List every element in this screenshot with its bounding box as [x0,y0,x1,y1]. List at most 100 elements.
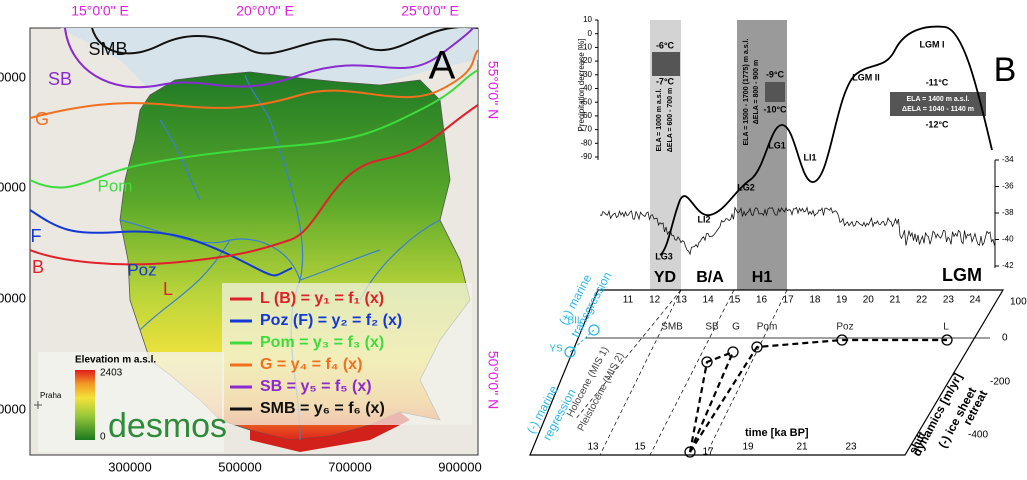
stage-label: LGM I [920,39,945,49]
longitude-label: 20°0'0" E [236,3,294,19]
x-coordinate: 500000 [218,459,261,474]
isotope-tick: -34 [1002,155,1014,164]
panel-letter: B [994,51,1017,89]
age-tick: 15 [729,295,741,306]
period-label: LGM [942,265,982,285]
y-coordinate: 400000 [0,290,26,305]
elevation-scale [75,370,95,440]
age-tick: 21 [889,295,901,306]
point-label: Pom [757,322,778,333]
age-tick: 22 [916,295,928,306]
stage-label: LG3 [655,251,673,261]
elevation-title: Elevation m a.s.l. [75,355,156,366]
age-tick: 14 [703,295,715,306]
temperature: -11°C [926,77,949,87]
age-tick: 16 [756,295,768,306]
time-tick: 17 [702,447,714,458]
curve-label: Pom [98,176,133,195]
legend-entry: Poz (F) = y₂ = f₂ (x) [260,312,402,329]
isotope-tick: -40 [1002,235,1014,244]
temperature: -7°C [656,76,675,86]
precip-tick: -20 [580,56,592,65]
precip-tick: -30 [580,70,592,79]
precip-tick: -60 [580,111,592,120]
stage-label: LGM II [852,72,880,82]
precip-tick: 0 [588,29,593,38]
curve-label: Poz [127,260,156,279]
curve-label: B [32,257,44,277]
precip-tick: -10 [580,43,592,52]
age-tick: 24 [970,295,982,306]
legend-entry: L (B) = y₁ = f₁ (x) [260,290,384,307]
age-tick: 23 [943,295,955,306]
age-tick: 18 [809,295,821,306]
curve-label: G [35,109,49,129]
ela-text: ΔELA = 800 - 900 m [753,60,760,125]
precip-tick: -40 [580,84,592,93]
time-tick: 21 [796,442,808,453]
time-tick: 15 [634,442,646,453]
curve-label: SMB [88,39,127,59]
age-tick: 11 [623,295,634,306]
ela-text: ELA = 1400 m a.s.l. [907,96,970,103]
period-label: B/A [696,269,724,286]
age-tick: 13 [676,295,688,306]
ela-text: ΔELA = 600 - 700 m [667,88,674,153]
stage-label: LI2 [697,214,710,224]
ela-text: ΔELA = 1040 - 1140 m [902,106,974,113]
shift-tick: -200 [990,377,1010,388]
panel-letter: A [429,44,456,88]
age-tick: 17 [783,295,795,306]
time-tick: 19 [742,442,754,453]
shift-tick: 0 [1002,333,1008,344]
stage-label: LG2 [737,182,755,192]
precip-tick: -50 [580,97,592,106]
temperature: -6°C [656,40,675,50]
y-coordinate: 600000 [0,179,26,194]
isotope-tick: -36 [1002,182,1014,191]
y-coordinate: 200000 [0,401,26,416]
precip-tick: -90 [580,152,592,161]
temperature: -9°C [766,69,785,79]
temperature: -12°C [925,119,949,129]
legend-entry: Pom = y₃ = f₃ (x) [260,334,384,351]
time-tick: 13 [587,442,599,453]
point-label: Poz [836,322,853,333]
isotope-tick: -38 [1002,208,1014,217]
age-tick: 20 [863,295,875,306]
period-label: H1 [752,269,773,286]
precip-tick: -70 [580,125,592,134]
age-tick: 19 [836,295,848,306]
curve-label: F [31,226,42,246]
shift-tick: 100 [1010,297,1027,308]
period-label: YD [654,269,676,286]
elevation-min: 0 [100,432,106,443]
ela-text: ELA = 1000 m a.s.l. [656,88,663,151]
stage-label: LG1 [768,140,786,150]
latitude-label: 55°0'0" N [485,61,501,119]
x-coordinate: 300000 [108,459,151,474]
legend-entry: SMB = y₆ = f₆ (x) [260,400,385,417]
longitude-label: 25°0'0" E [401,3,459,19]
curve-label: SB [48,69,72,89]
latitude-label: 50°0'0" N [485,351,501,409]
precip-tick: -80 [580,138,592,147]
elevation-max: 2403 [100,368,123,379]
point-label: G [732,322,740,333]
longitude-label: 15°0'0" E [71,3,129,19]
legend-entry: G = y₄ = f₄ (x) [260,356,362,373]
stage-label: LI1 [803,152,816,162]
point-label: SB [705,322,719,333]
axis-title: time [ka BP] [745,427,809,439]
time-tick: 23 [845,442,857,453]
precip-tick: 10 [583,15,592,24]
city-label: Praha [40,391,62,400]
brand: desmos [108,407,227,445]
legend-entry: SB = y₅ = f₅ (x) [260,378,372,395]
shift-tick: -400 [968,430,988,441]
age-tick: 12 [649,295,661,306]
point-label: L [943,322,949,333]
temperature: -10°C [763,104,787,114]
ela-text: ELA = 1500 - 1700 (1775) m a.s.l. [743,38,750,145]
panel-b-shading [598,20,995,290]
